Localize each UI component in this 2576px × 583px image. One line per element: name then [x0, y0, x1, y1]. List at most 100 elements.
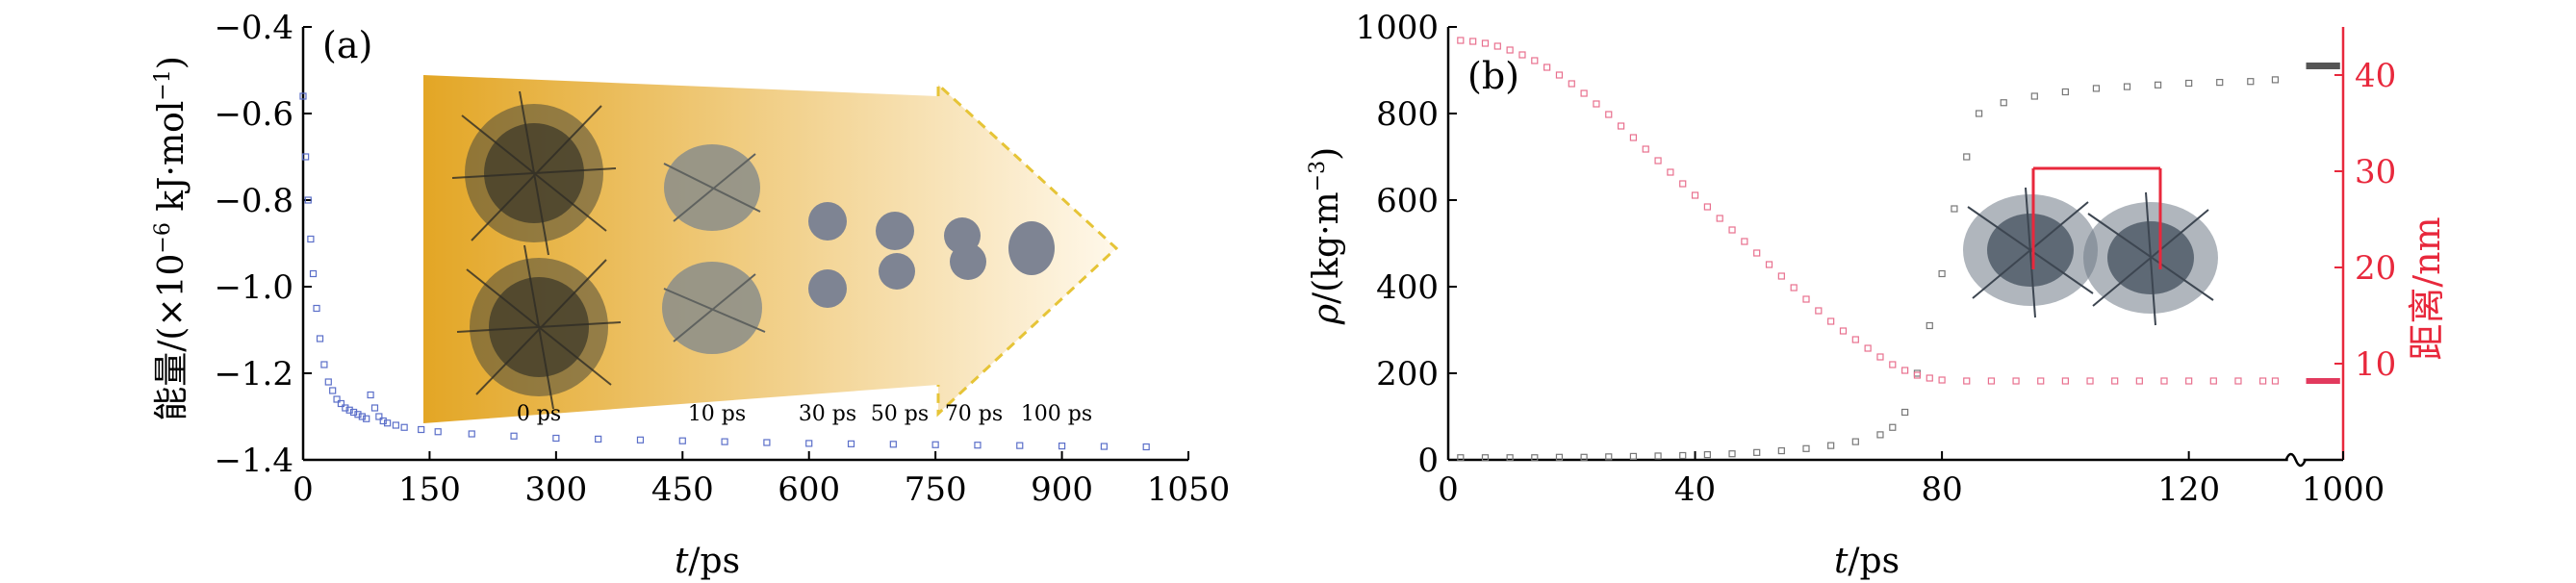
panel-a-y-tick-label: −0.8 [214, 182, 293, 220]
panel-b-distance-point [1703, 203, 1711, 211]
panel-b-distance-point [2160, 377, 2168, 385]
panel-b-density-point [1679, 451, 1687, 460]
panel-a-energy-point [309, 269, 318, 278]
panel-b-distance-point [1568, 80, 1575, 88]
panel-b-distance-point [2209, 377, 2217, 385]
panel-b-y-tick-label: 0 [1417, 442, 1439, 480]
panel-b-right-tick-label: 20 [2355, 249, 2396, 288]
panel-b-distance-point [1617, 122, 1625, 130]
panel-a-x-tick-label: 300 [524, 470, 587, 509]
panel-b-density-point [1457, 454, 1465, 462]
panel-a-x-axis-label: t/ps [675, 542, 740, 581]
panel-b-distance-point [1901, 367, 1909, 374]
panel-b-density-point [1605, 453, 1613, 461]
panel-b-density-point [1938, 269, 1946, 278]
panel-b-distance-point [1667, 168, 1674, 176]
panel-b-distance-series [1457, 37, 2340, 385]
panel-b-density-point [2000, 99, 2007, 107]
panel-a-x-tick-label: 450 [651, 470, 714, 509]
panel-b-distance-point [1938, 376, 1946, 384]
panel-a-energy-point [358, 413, 366, 420]
panel-b-distance-point [1543, 63, 1551, 71]
panel-a-energy-point [468, 430, 475, 438]
panel-a-energy-point [392, 421, 399, 429]
panel-b-x-tick-label: 120 [2157, 470, 2220, 509]
time-label-0ps: 0 ps [517, 402, 561, 426]
panel-b-distance-point [2012, 377, 2020, 385]
panel-b-density-point [1913, 369, 1922, 377]
panel-b-y-tick-label: 600 [1376, 182, 1439, 220]
panel-b-distance-point [1889, 361, 1897, 368]
panel-a-energy-point [384, 419, 392, 427]
panel-a-energy-point [636, 436, 645, 444]
panel-b-distance-point [1642, 145, 1649, 153]
panel-b-density-point [1951, 205, 1958, 213]
panel-b-distance-point [1839, 327, 1848, 335]
panel-a-energy-point [552, 434, 560, 443]
aggregation-inset: 0 ps 10 ps 30 ps 50 ps 70 ps 100 ps [423, 75, 1119, 426]
panel-a-energy-point [316, 335, 324, 342]
panel-b-density-point [1654, 452, 1662, 460]
panel-b-distance-point [1593, 100, 1600, 108]
snapshot-10ps [662, 144, 766, 354]
panel-b-distance-point [1605, 111, 1613, 118]
panel-a-y-tick-label: −1.4 [214, 442, 293, 480]
panel-b-right-tick-label: 40 [2355, 57, 2396, 95]
panel-b-x-tick-label: 1000 [2302, 470, 2385, 509]
panel-b-distance-point [2135, 377, 2143, 385]
panel-b-distance-point [1555, 71, 1564, 79]
panel-b-density-point [1531, 454, 1539, 462]
panel-a-energy-point [434, 428, 442, 436]
panel-b-distance-point [1753, 249, 1761, 257]
panel-a-x-tick-label: 750 [905, 470, 967, 509]
panel-a-energy-point [337, 399, 345, 408]
panel-b-x-tick-label: 0 [1438, 470, 1459, 509]
panel-b-axes: 0 40 80 120 1000 0 200 400 600 800 1000 10 20 30 40 [1355, 9, 2396, 509]
panel-b-distance-point [1790, 284, 1798, 292]
panel-b-density-point [1728, 450, 1736, 458]
distance-bar [2031, 166, 2162, 269]
snapshot-0ps [451, 90, 622, 410]
panel-b-distance-point [1518, 51, 1526, 59]
panel-a-energy-point [595, 435, 602, 443]
panel-a-axes: 0 150 300 450 600 750 900 1050 −0.4 −0.6 −0.8 −1.0 −… [214, 9, 1230, 509]
panel-a-x-tick-label: 1050 [1147, 470, 1231, 509]
snapshot-100ps [1008, 221, 1055, 275]
panel-b-density-point [2154, 81, 2162, 89]
panel-a-energy-point [763, 439, 771, 446]
panel-b-y-tick-label: 1000 [1355, 9, 1439, 47]
panel-b-distance-point [1481, 39, 1490, 47]
panel-a-x-tick-label: 150 [398, 470, 461, 509]
panel-b-distance-point [1629, 134, 1638, 141]
panel-a-y-tick-label: −1.0 [214, 268, 293, 307]
panel-b-density-point [1703, 451, 1711, 459]
panel-b-distance-point [1716, 215, 1723, 222]
panel-b-distance-point [1765, 261, 1773, 268]
panel-b-density-point [1901, 408, 1909, 417]
panel-b-distance-point [1580, 89, 1588, 97]
panel-a-energy-point [1058, 443, 1066, 450]
panel-a-energy-point [363, 415, 370, 422]
panel-a-energy-point [367, 391, 374, 399]
panel-a-y-tick-label: −0.4 [214, 9, 293, 47]
panel-a-x-tick-label: 900 [1031, 470, 1093, 509]
panel-a-energy-point [304, 196, 312, 204]
panel-a-energy-point [329, 387, 337, 394]
time-label-100ps: 100 ps [1021, 402, 1092, 426]
panel-b-right-axis-label: 距离/nm [2406, 216, 2448, 360]
snapshot-70ps [944, 217, 986, 280]
panel-b-distance-point [1827, 317, 1835, 325]
time-arrow-dashed-head [936, 81, 1119, 418]
panel-b-distance-point [1506, 46, 1514, 54]
panel-b-distance-point [1913, 371, 1922, 379]
panel-b-distance-point [1679, 180, 1687, 188]
panel-b-density-point [1802, 444, 1810, 452]
panel-b-y-tick-label: 200 [1376, 355, 1439, 393]
panel-a-energy-point [418, 425, 425, 434]
panel-a-energy-point [1100, 443, 1108, 450]
panel-a-energy-point [1142, 443, 1150, 451]
panel-b-density-point [2271, 76, 2280, 84]
panel-a-energy-point [333, 395, 341, 403]
panel-b-distance-point [2086, 377, 2094, 385]
panel-a-energy-point [370, 404, 379, 412]
